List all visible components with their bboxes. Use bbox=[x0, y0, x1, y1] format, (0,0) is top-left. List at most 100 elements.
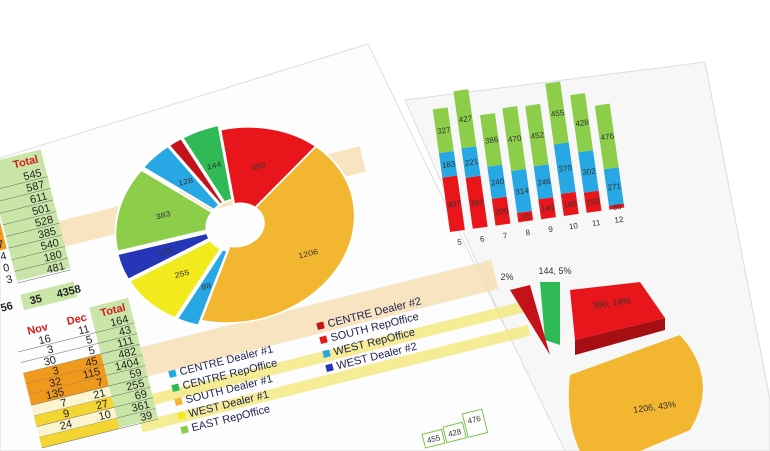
bar-segment bbox=[570, 93, 594, 153]
table-cell: 135 bbox=[45, 386, 66, 402]
bar-segment bbox=[480, 113, 503, 167]
bar-value-label: 165 bbox=[563, 199, 578, 210]
pie-slice-label: 383 bbox=[155, 209, 172, 221]
legend-swatch bbox=[168, 369, 177, 378]
table-cell: 7 bbox=[95, 377, 104, 390]
bar-value-label: 30 bbox=[612, 202, 623, 212]
row-divider bbox=[25, 354, 143, 385]
table-cell: 501 bbox=[31, 202, 52, 218]
pie-slice-label: 125 bbox=[157, 246, 174, 258]
bar-value-label: 476 bbox=[600, 131, 615, 142]
row-divider bbox=[0, 176, 48, 191]
pie-slice-label: 128 bbox=[177, 176, 194, 188]
table-cell: 59 bbox=[128, 367, 143, 382]
footer-cell: 4358 bbox=[55, 283, 82, 301]
bar-segment bbox=[533, 164, 554, 200]
highlight-row bbox=[39, 417, 120, 449]
pie3d-label: 2% bbox=[500, 272, 513, 282]
x-tick-label: 12 bbox=[614, 215, 625, 225]
table-cell: 21 bbox=[92, 387, 107, 402]
bar-segment bbox=[553, 142, 576, 194]
bar-segment bbox=[465, 175, 488, 229]
pie3d-slice-red-side bbox=[575, 318, 665, 355]
bar-segment bbox=[578, 150, 599, 193]
highlight-row bbox=[33, 396, 115, 427]
bar-segment bbox=[545, 81, 569, 145]
pie-slice bbox=[219, 126, 318, 209]
bar-segment bbox=[491, 196, 511, 226]
x-tick-label: 9 bbox=[548, 225, 554, 235]
footer-cell: 56 bbox=[0, 300, 14, 315]
bar-value-label: 271 bbox=[607, 181, 622, 192]
pie-slice bbox=[116, 232, 211, 281]
x-tick-label: 6 bbox=[479, 234, 485, 244]
legend-swatch bbox=[180, 425, 189, 434]
row-divider bbox=[11, 246, 66, 261]
bar-value-label: 200 bbox=[494, 206, 509, 217]
highlight-row bbox=[36, 407, 117, 438]
table-cell: 180 bbox=[43, 249, 64, 265]
bar-segment bbox=[583, 190, 602, 213]
bar-value-label: 70 bbox=[521, 212, 532, 222]
table-cell: 7 bbox=[0, 238, 5, 251]
table-cell: 27 bbox=[95, 398, 110, 413]
row-divider bbox=[14, 257, 68, 272]
bar-value-label: 407 bbox=[447, 199, 462, 210]
pie-slice bbox=[114, 168, 214, 253]
table-cell: 481 bbox=[45, 260, 66, 276]
bar-segment bbox=[608, 203, 625, 210]
x-tick-label: 8 bbox=[525, 228, 531, 238]
bottom-bar-chart: 455 428 476 bbox=[421, 408, 489, 449]
table-cell: 11 bbox=[77, 323, 91, 337]
bar-value-label: 246 bbox=[537, 177, 552, 188]
row-divider bbox=[17, 322, 135, 353]
total-column-bg bbox=[89, 297, 159, 428]
table-cell: 45 bbox=[84, 355, 99, 370]
bar-value-label: 370 bbox=[558, 163, 573, 174]
table-cell: 9 bbox=[62, 408, 71, 421]
legend-swatch bbox=[316, 321, 325, 330]
bar-value-label: 240 bbox=[490, 177, 505, 188]
bar-value-label: 455 bbox=[550, 108, 565, 119]
bar-value-label: 427 bbox=[458, 114, 473, 125]
table-cell: 16 bbox=[37, 333, 52, 348]
row-divider bbox=[31, 376, 148, 406]
table-cell: 3 bbox=[51, 365, 60, 378]
table-cell: 528 bbox=[34, 214, 55, 230]
bar-segment bbox=[525, 103, 549, 167]
pie3d-slice-green bbox=[540, 282, 560, 345]
table-cell: 255 bbox=[125, 378, 146, 394]
pie-slice bbox=[181, 124, 234, 204]
stacked-bar-chart: 407 183 327 5 381 221 427 6 200 240 386 7 70 314 470 8 1… bbox=[432, 81, 625, 247]
bar-segment bbox=[517, 210, 534, 223]
pie3d-slice-orange bbox=[568, 335, 703, 451]
table-cell: 5 bbox=[87, 344, 96, 357]
column-header: Total bbox=[99, 302, 127, 320]
pie-slice-label: 255 bbox=[174, 268, 191, 280]
legend-swatch bbox=[322, 349, 331, 358]
row-divider bbox=[0, 199, 54, 214]
table-cell: 4 bbox=[0, 250, 8, 263]
bar-segment bbox=[453, 89, 477, 149]
bar-value-label: 149 bbox=[540, 203, 555, 214]
row-divider bbox=[36, 397, 154, 427]
bar-value-label: 386 bbox=[484, 135, 499, 146]
table-cell: 69 bbox=[134, 388, 149, 403]
bar-value-label: 150 bbox=[586, 197, 601, 208]
bar-label: 455 bbox=[426, 433, 442, 445]
column-header: Nov bbox=[26, 321, 50, 338]
bar-value-label: 302 bbox=[582, 166, 597, 177]
table-cell: 24 bbox=[59, 418, 74, 433]
table-cell: 111 bbox=[116, 335, 135, 351]
bar-segment bbox=[461, 146, 481, 178]
row-divider bbox=[20, 333, 138, 363]
row-divider bbox=[28, 365, 146, 395]
bar-segment bbox=[502, 106, 526, 172]
highlight-row bbox=[25, 364, 107, 395]
bar-label: 428 bbox=[447, 427, 463, 439]
bar-value-label: 452 bbox=[530, 130, 545, 141]
row-divider bbox=[41, 418, 159, 449]
bar-segment bbox=[511, 168, 532, 214]
table-cell: 43 bbox=[118, 324, 133, 339]
